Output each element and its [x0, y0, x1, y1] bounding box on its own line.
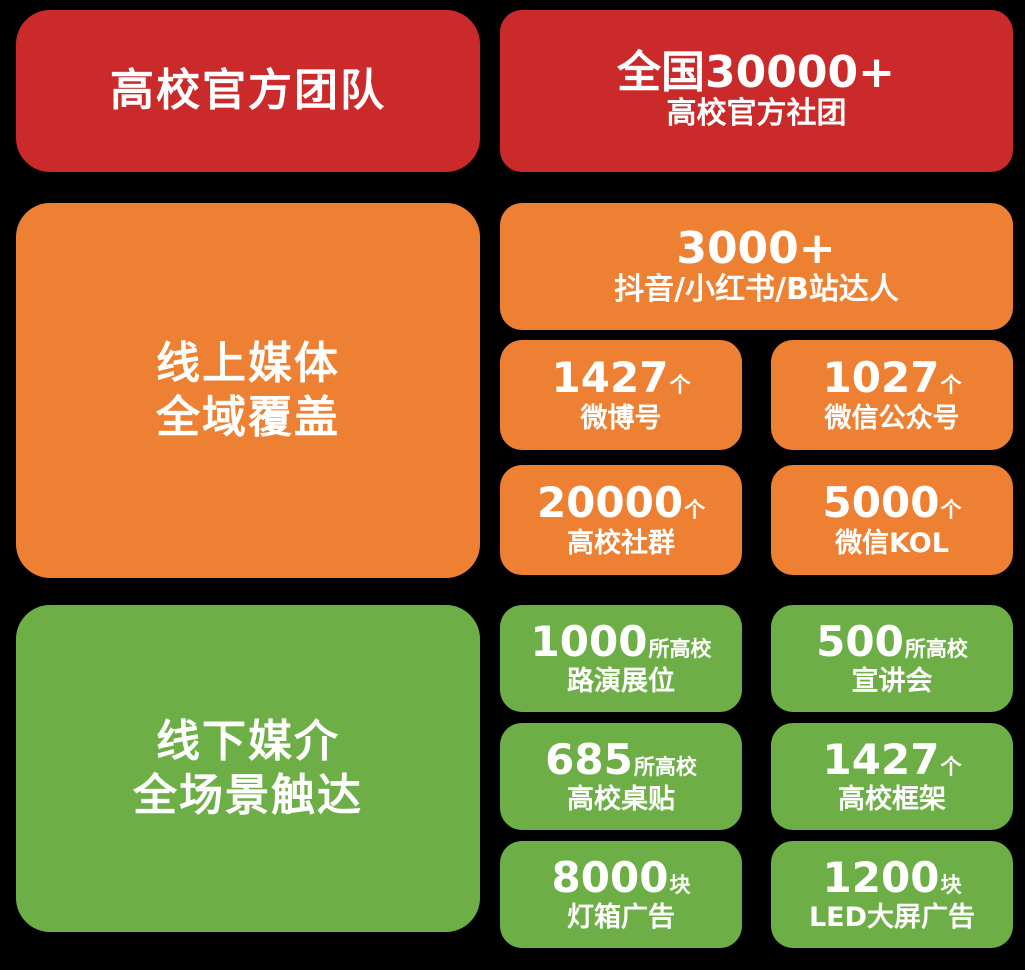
- stat-label: 高校官方社团: [666, 96, 847, 132]
- stat-unit: 个: [684, 498, 706, 523]
- section-label-line: 全域覆盖: [156, 391, 340, 443]
- stat-unit: 块: [669, 872, 691, 897]
- stat-top-row: 5000 个: [823, 481, 962, 525]
- stat-unit: 个: [940, 373, 962, 398]
- stat-card-wechat-official-accounts: 1027 个 微信公众号: [771, 340, 1013, 450]
- stat-top-row: 1000 所高校: [530, 616, 712, 666]
- stat-card-info-sessions: 500 所高校 宣讲会: [771, 605, 1013, 712]
- stat-label: 抖音/小红书/B站达人: [614, 271, 899, 307]
- section-label-official-team: 高校官方团队: [16, 10, 480, 172]
- section-label-line: 线上媒体: [156, 337, 340, 389]
- stat-number: 8000: [551, 852, 669, 902]
- stat-card-roadshow-booths: 1000 所高校 路演展位: [500, 605, 742, 712]
- stat-card-wechat-kol: 5000 个 微信KOL: [771, 465, 1013, 575]
- stat-unit: 个: [940, 754, 962, 779]
- stat-top-row: 8000 块: [551, 852, 691, 902]
- stat-number: 3000+: [676, 222, 836, 274]
- stat-label: 宣讲会: [851, 666, 933, 698]
- stat-top-row: 1200 块: [822, 852, 962, 902]
- stat-card-official-clubs: 全国30000+ 高校官方社团: [500, 10, 1013, 172]
- section-label-offline-media: 线下媒介 全场景触达: [16, 605, 480, 932]
- stat-label: 微信KOL: [835, 527, 949, 559]
- stat-label: 高校框架: [838, 784, 946, 816]
- stat-number: 全国30000+: [617, 47, 895, 99]
- stat-unit: 所高校: [633, 754, 697, 779]
- stat-card-campus-groups: 20000 个 高校社群: [500, 465, 742, 575]
- stat-number: 1000: [530, 616, 648, 666]
- stat-card-table-stickers: 685 所高校 高校桌贴: [500, 723, 742, 830]
- stat-card-weibo-accounts: 1427 个 微博号: [500, 340, 742, 450]
- stat-number: 1027: [822, 353, 940, 403]
- stat-top-row: 全国30000+: [617, 47, 896, 99]
- section-label-line: 高校官方团队: [110, 65, 386, 117]
- stat-label: 微信公众号: [824, 402, 960, 434]
- stat-card-kol-influencers: 3000+ 抖音/小红书/B站达人: [500, 203, 1013, 330]
- stat-label: 高校桌贴: [567, 784, 675, 816]
- stat-top-row: 500 所高校: [816, 616, 968, 666]
- stat-unit: 个: [940, 498, 962, 523]
- stat-label: 路演展位: [567, 666, 675, 698]
- stat-number: 1427: [822, 734, 940, 784]
- stat-number: 5000: [822, 478, 940, 528]
- stat-label: 灯箱广告: [567, 902, 675, 934]
- stat-top-row: 1427 个: [552, 356, 691, 400]
- stat-number: 1427: [551, 353, 669, 403]
- stat-top-row: 20000 个: [537, 481, 705, 525]
- stat-top-row: 685 所高校: [545, 734, 697, 784]
- stat-card-campus-frames: 1427 个 高校框架: [771, 723, 1013, 830]
- stat-number: 500: [816, 616, 904, 666]
- stat-card-led-screen-ads: 1200 块 LED大屏广告: [771, 841, 1013, 948]
- stat-unit: 个: [669, 373, 691, 398]
- stat-unit: 所高校: [904, 636, 968, 661]
- stat-unit: 所高校: [648, 636, 712, 661]
- stat-number: 685: [545, 734, 633, 784]
- stat-top-row: 3000+: [676, 222, 836, 274]
- stat-top-row: 1027 个: [823, 356, 962, 400]
- section-label-line: 全场景触达: [133, 769, 363, 821]
- stat-label: LED大屏广告: [808, 902, 976, 934]
- stat-label: 高校社群: [567, 527, 675, 559]
- section-label-online-media: 线上媒体 全域覆盖: [16, 203, 480, 578]
- section-label-line: 线下媒介: [156, 715, 340, 767]
- stat-label: 微博号: [580, 402, 662, 434]
- stat-number: 20000: [536, 478, 684, 528]
- stat-number: 1200: [822, 852, 940, 902]
- stat-unit: 块: [940, 872, 962, 897]
- stat-card-lightbox-ads: 8000 块 灯箱广告: [500, 841, 742, 948]
- stat-top-row: 1427 个: [822, 734, 962, 784]
